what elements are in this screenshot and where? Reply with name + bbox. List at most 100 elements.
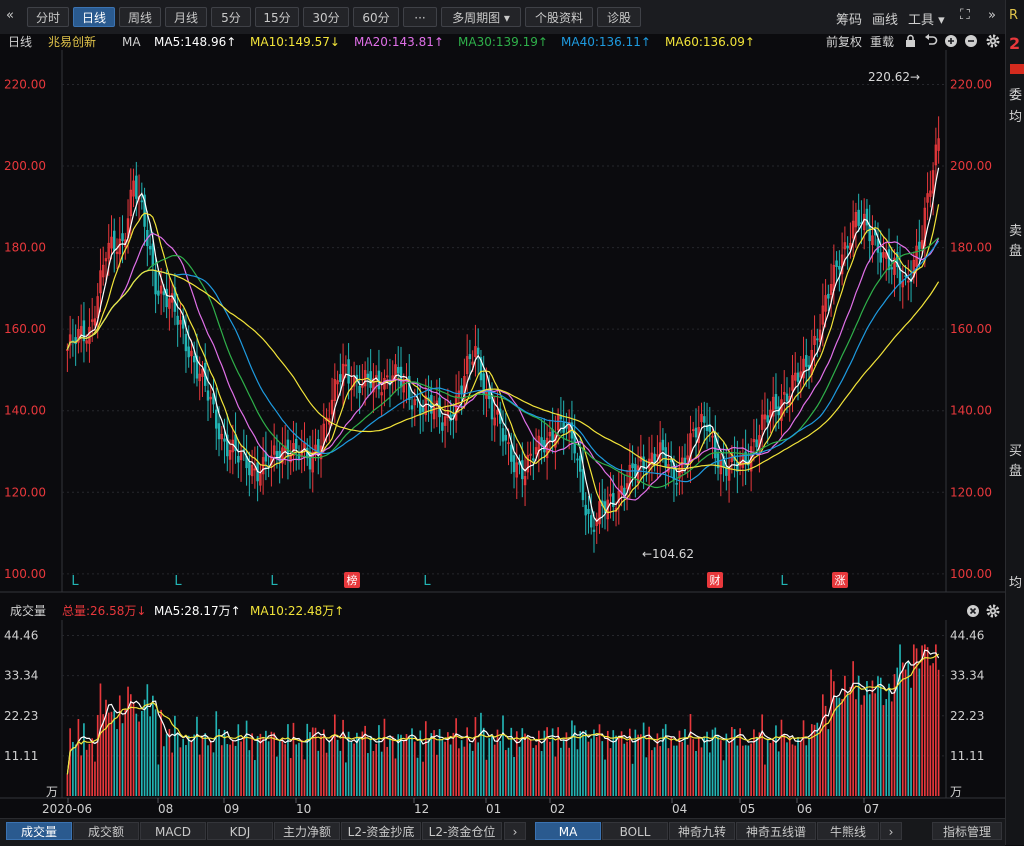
volume-bar bbox=[816, 722, 819, 796]
indicator-manage-button[interactable]: 指标管理 bbox=[932, 822, 1002, 840]
tab-magic-nine[interactable]: 神奇九转 bbox=[669, 822, 735, 840]
gear-icon[interactable] bbox=[986, 34, 1000, 52]
period-15min-button[interactable]: 15分 bbox=[255, 7, 299, 27]
candle-body bbox=[104, 258, 108, 262]
volume-bar bbox=[852, 661, 854, 796]
volume-bar bbox=[482, 727, 485, 796]
volume-bar bbox=[402, 739, 405, 796]
volume-bar bbox=[673, 745, 675, 796]
zoom-out-icon[interactable] bbox=[964, 34, 978, 52]
expand-icon[interactable]: » bbox=[988, 8, 996, 23]
volume-bar bbox=[83, 723, 85, 796]
volume-bar bbox=[353, 743, 355, 796]
price-chart-svg[interactable]: 220.00 220.00 200.00 200.00 180.00 180.00 160.… bbox=[0, 50, 1005, 598]
volume-bar bbox=[245, 720, 248, 796]
candle-body bbox=[766, 415, 769, 423]
draw-line-button[interactable]: 画线 bbox=[872, 13, 899, 28]
candle-body bbox=[460, 385, 463, 394]
period-60min-button[interactable]: 60分 bbox=[353, 7, 399, 27]
fullscreen-icon[interactable]: ⛶ bbox=[960, 7, 970, 23]
lock-icon[interactable] bbox=[904, 34, 917, 52]
period-weekly-button[interactable]: 周线 bbox=[119, 7, 161, 27]
candle-body bbox=[785, 393, 789, 402]
tab-kdj[interactable]: KDJ bbox=[207, 822, 273, 840]
volume-bar bbox=[270, 731, 273, 796]
volume-bar bbox=[695, 750, 697, 796]
more-periods-button[interactable]: ··· bbox=[403, 7, 437, 27]
volume-bar bbox=[413, 741, 416, 796]
period-daily-button[interactable]: 日线 bbox=[73, 7, 115, 27]
volume-bar bbox=[209, 740, 212, 796]
volume-bar bbox=[105, 699, 107, 796]
tab-ma[interactable]: MA bbox=[535, 822, 601, 840]
ma-label[interactable]: MA bbox=[122, 35, 141, 49]
volume-bar bbox=[356, 732, 358, 796]
volume-bar bbox=[118, 695, 121, 796]
volume-chart-svg[interactable]: 44.46 44.46 33.34 33.34 22.23 22.23 11.11 11.11… bbox=[0, 620, 1005, 818]
candle-body bbox=[515, 462, 519, 478]
volume-chart[interactable]: 44.46 44.46 33.34 33.34 22.23 22.23 11.11 11.11… bbox=[0, 620, 1005, 818]
candle-body bbox=[532, 458, 535, 461]
volume-bar bbox=[262, 738, 264, 796]
volume-gear-icon[interactable] bbox=[986, 604, 1000, 623]
volume-bar bbox=[761, 714, 763, 796]
tab-volume[interactable]: 成交量 bbox=[6, 822, 72, 840]
chips-button[interactable]: 筹码 bbox=[836, 13, 863, 28]
candle-body bbox=[77, 328, 80, 343]
diagnose-button[interactable]: 诊股 bbox=[597, 7, 641, 27]
volume-axis-label-left: 33.34 bbox=[4, 669, 38, 683]
multi-period-dropdown[interactable]: 多周期图 ▾ bbox=[441, 7, 521, 27]
candle-body bbox=[380, 392, 383, 396]
event-badge bbox=[832, 572, 848, 588]
candle-body bbox=[827, 293, 830, 299]
candle-body bbox=[341, 363, 345, 386]
tab-l2-position[interactable]: L2-资金仓位 bbox=[422, 822, 502, 840]
adjust-mode[interactable]: 前复权 bbox=[826, 35, 863, 49]
close-icon[interactable] bbox=[966, 604, 980, 623]
tab-turnover[interactable]: 成交额 bbox=[73, 822, 139, 840]
collapse-icon[interactable]: « bbox=[6, 8, 14, 23]
volume-bar bbox=[419, 730, 422, 796]
volume-bar bbox=[918, 668, 921, 796]
volume-bar bbox=[394, 758, 397, 796]
undo-icon[interactable] bbox=[924, 34, 938, 52]
volume-bar bbox=[866, 681, 868, 796]
zoom-in-icon[interactable] bbox=[944, 34, 958, 52]
volume-bar bbox=[372, 751, 375, 796]
overlay-scroll-right-icon[interactable]: › bbox=[880, 822, 902, 840]
volume-bar bbox=[182, 739, 185, 796]
volume-bar bbox=[154, 709, 157, 796]
period-30min-button[interactable]: 30分 bbox=[303, 7, 349, 27]
date-axis-label: 04 bbox=[672, 802, 687, 816]
candle-body bbox=[430, 394, 433, 414]
volume-bar bbox=[163, 746, 165, 796]
candle-body bbox=[195, 355, 199, 379]
candle-body bbox=[755, 439, 758, 448]
panel-label: 委 bbox=[1009, 88, 1023, 103]
candle-body bbox=[791, 375, 794, 391]
candle-body bbox=[441, 422, 444, 431]
volume-ma10-line bbox=[66, 653, 939, 775]
event-badge bbox=[707, 572, 723, 588]
tab-l2-bottom[interactable]: L2-资金抄底 bbox=[341, 822, 421, 840]
volume-bar bbox=[342, 719, 344, 796]
reload-button[interactable]: 重载 bbox=[870, 35, 895, 49]
tab-macd[interactable]: MACD bbox=[140, 822, 206, 840]
stock-profile-button[interactable]: 个股资料 bbox=[525, 7, 593, 27]
volume-bar bbox=[722, 760, 725, 796]
candle-body bbox=[771, 396, 775, 417]
tab-main-net[interactable]: 主力净额 bbox=[274, 822, 340, 840]
tab-bull-bear[interactable]: 牛熊线 bbox=[817, 822, 879, 840]
volume-bar bbox=[648, 726, 650, 796]
volume-bar bbox=[645, 757, 648, 796]
tab-boll[interactable]: BOLL bbox=[602, 822, 668, 840]
volume-bar bbox=[375, 743, 378, 796]
period-monthly-button[interactable]: 月线 bbox=[165, 7, 207, 27]
tabs-scroll-right-icon[interactable]: › bbox=[504, 822, 526, 840]
period-5min-button[interactable]: 5分 bbox=[211, 7, 251, 27]
volume-bar bbox=[347, 731, 350, 796]
tab-magic-five[interactable]: 神奇五线谱 bbox=[736, 822, 816, 840]
candlestick-chart[interactable]: 220.00 220.00 200.00 200.00 180.00 180.00 160.… bbox=[0, 50, 1005, 598]
tools-dropdown[interactable]: 工具 ▾ bbox=[908, 13, 945, 28]
period-intraday-button[interactable]: 分时 bbox=[27, 7, 69, 27]
